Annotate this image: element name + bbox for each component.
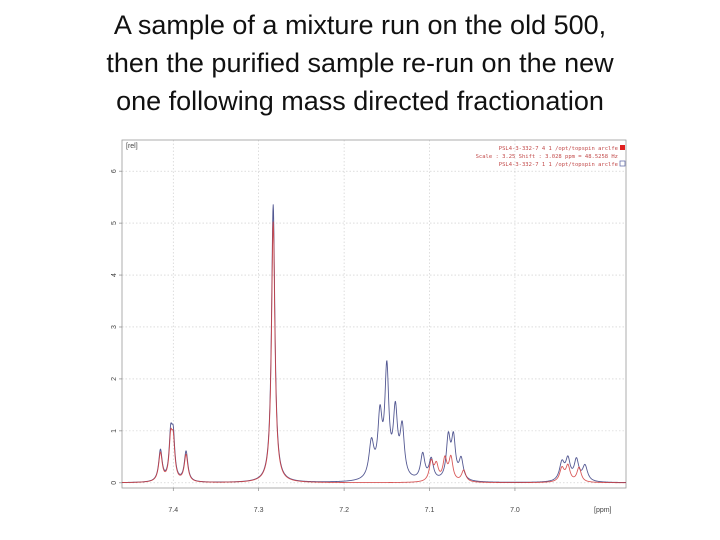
- slide-title: A sample of a mixture run on the old 500…: [0, 6, 720, 120]
- x-tick-label: 7.3: [254, 507, 264, 514]
- legend-swatch-blue: [619, 160, 626, 167]
- y-tick-label: 3: [111, 325, 118, 329]
- title-line: A sample of a mixture run on the old 500…: [113, 10, 607, 40]
- axes: 7.4 7.3 7.2 7.1 7.0 0 1 2 3 4 5 6: [111, 139, 627, 514]
- legend-entry: PSL4-3-332-7 1 1 /opt/topspin arclfe: [499, 162, 618, 168]
- chart-svg: 7.4 7.3 7.2 7.1 7.0 0 1 2 3 4 5 6 PSL4-3-332-7 4 1 …: [111, 139, 627, 514]
- x-tick-label: 7.0: [510, 507, 520, 514]
- y-tick-label: 2: [111, 377, 118, 381]
- legend-entry: PSL4-3-332-7 4 1 /opt/topspin arclfe: [499, 146, 618, 152]
- x-tick-label: 7.4: [168, 507, 178, 514]
- y-tick-label: 0: [111, 481, 118, 485]
- grid: [122, 140, 626, 488]
- nmr-spectrum-chart: 7.4 7.3 7.2 7.1 7.0 0 1 2 3 4 5 6 PSL4-3-332-7 4 1 …: [108, 136, 640, 516]
- legend-swatch-red: [620, 145, 625, 150]
- plot-frame: [121, 139, 627, 489]
- title-line: one following mass directed fractionatio…: [116, 86, 604, 116]
- y-tick-label: 4: [111, 273, 118, 277]
- y-tick-label: 6: [111, 169, 118, 173]
- x-axis-label: [ppm]: [594, 507, 612, 514]
- x-tick-label: 7.2: [339, 507, 349, 514]
- legend-entry: Scale : 3.25 Shift : 3.028 ppm = 48.5258…: [476, 154, 618, 160]
- series-group: [121, 204, 627, 484]
- title-line: then the purified sample re-run on the n…: [106, 48, 614, 78]
- spectrum-line-2: [121, 221, 627, 484]
- y-tick-label: 5: [111, 221, 118, 225]
- legend: PSL4-3-332-7 4 1 /opt/topspin arclfe Scal…: [476, 145, 626, 168]
- spectrum-line-1: [121, 204, 627, 483]
- x-tick-label: 7.1: [425, 507, 435, 514]
- y-axis-label: [rel]: [126, 143, 138, 150]
- y-tick-label: 1: [111, 429, 118, 433]
